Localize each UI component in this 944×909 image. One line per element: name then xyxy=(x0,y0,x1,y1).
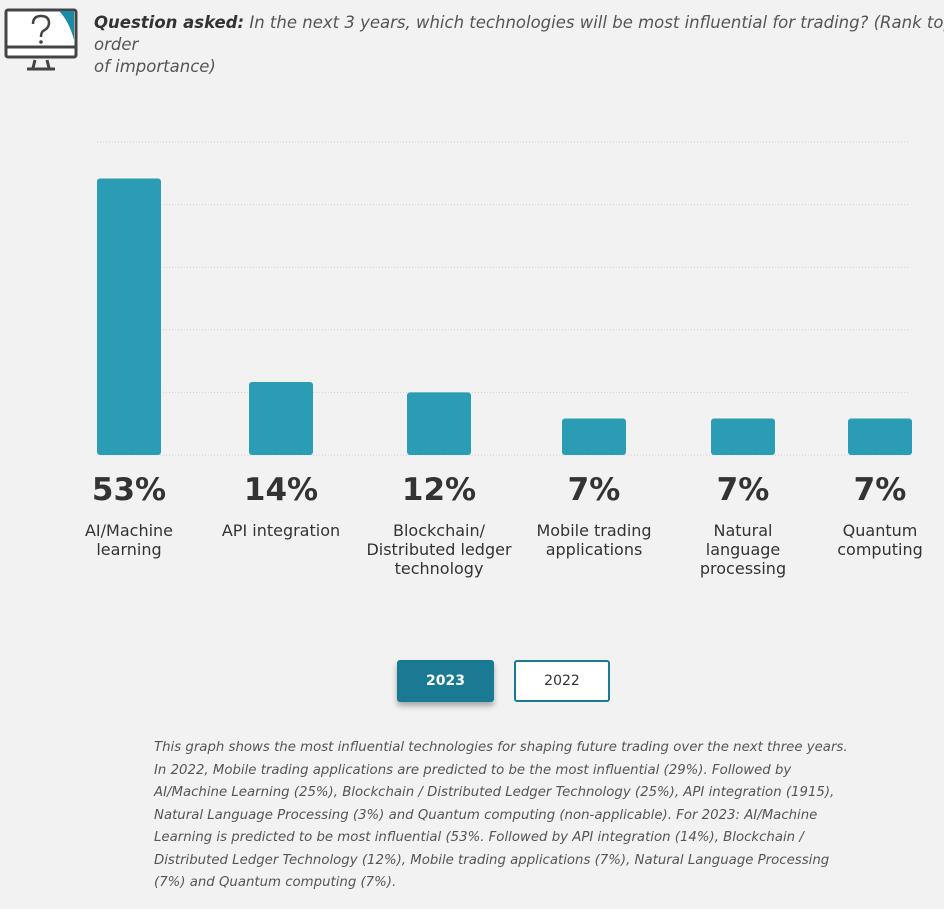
header: Question asked: In the next 3 years, whi… xyxy=(94,12,944,78)
bar xyxy=(97,178,161,455)
question-text: In the next 3 years, which technologies … xyxy=(94,13,944,76)
value-label: 12% xyxy=(401,472,477,508)
category-label: Mobile trading applications xyxy=(536,521,652,559)
value-label: 7% xyxy=(567,472,621,508)
category-label: Quantum computing xyxy=(837,521,923,559)
bar xyxy=(562,418,626,455)
value-label: 7% xyxy=(716,472,770,508)
category-label: Natural language processing xyxy=(699,521,787,578)
year-button[interactable]: 2022 xyxy=(514,660,610,702)
category-label: Blockchain/ Distributed ledger technolog… xyxy=(366,521,512,578)
value-label: 7% xyxy=(853,472,907,508)
caption: This graph shows the most influential te… xyxy=(154,740,848,890)
year-button[interactable]: 2023 xyxy=(397,660,494,702)
category-label: API integration xyxy=(221,521,341,540)
question-label: Question asked: xyxy=(94,13,245,32)
bar xyxy=(407,392,471,455)
bar xyxy=(848,418,912,455)
value-label: 53% xyxy=(91,472,167,508)
bar xyxy=(711,418,775,455)
question-icon xyxy=(4,8,78,71)
bar xyxy=(249,381,313,455)
chart xyxy=(97,141,912,456)
category-label: AI/Machine learning xyxy=(84,521,174,559)
value-label: 14% xyxy=(243,472,319,508)
